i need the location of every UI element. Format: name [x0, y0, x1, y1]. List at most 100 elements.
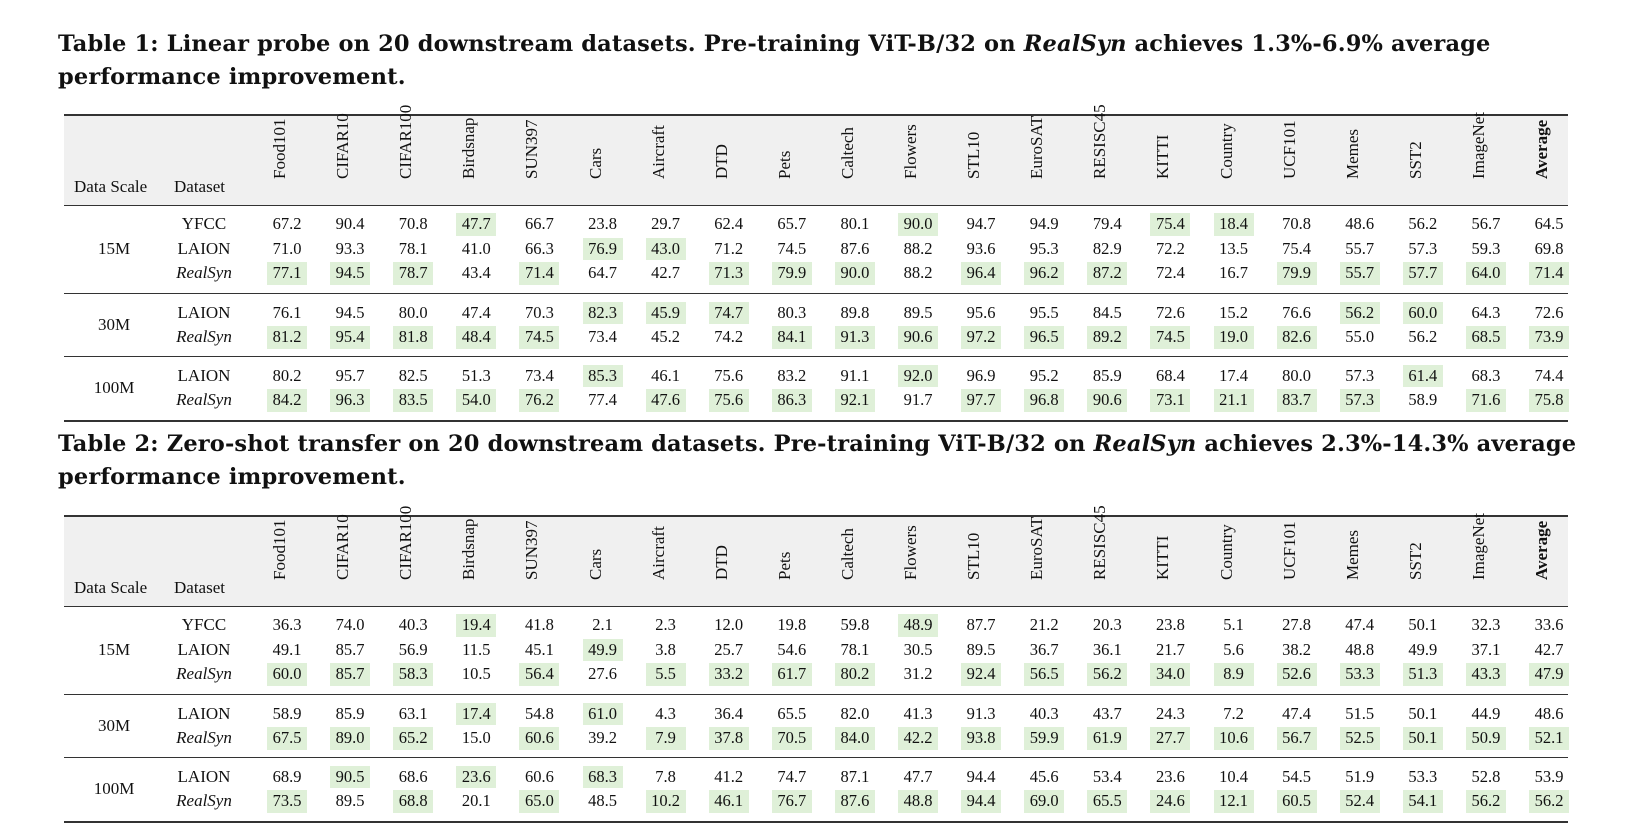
- table-cell: 56.2: [1408, 214, 1438, 233]
- table-row: LAION 58.9 85.9 63.1 17.4 54.8 61.0 4.3 36.4 65.5…: [64, 702, 1568, 727]
- table-cell: 94.5: [335, 302, 365, 322]
- column-header: SUN397: [517, 514, 547, 600]
- table-cell: 23.6: [456, 765, 497, 788]
- table-cell: 89.2: [1087, 326, 1128, 349]
- column-header: Memes: [1338, 113, 1368, 199]
- column-header-label: Country: [1216, 524, 1236, 580]
- table-cell: 36.4: [714, 703, 744, 723]
- table-cell: 92.0: [898, 364, 938, 387]
- table-cell: 71.4: [1529, 262, 1569, 285]
- table-cell: 48.4: [456, 326, 497, 349]
- column-header-label: UCF101: [1279, 521, 1299, 580]
- table-cell: 93.3: [335, 238, 365, 258]
- table-cell: 56.2: [1339, 301, 1380, 324]
- table-cell: 19.8: [777, 615, 807, 634]
- column-header-label: ImageNet: [1468, 111, 1488, 179]
- dataset-name: YFCC: [181, 214, 227, 233]
- table-cell: 74.5: [777, 238, 807, 258]
- column-header-label: Birdsnap: [459, 518, 479, 580]
- table-cell: 21.2: [1029, 615, 1059, 634]
- table-cell: 63.1: [398, 703, 428, 723]
- table-cell: 69.8: [1534, 238, 1564, 258]
- column-header-label: Aircraft: [648, 125, 668, 179]
- table-cell: 75.8: [1529, 389, 1569, 412]
- table-cell: 90.6: [898, 326, 938, 349]
- table-cell: 87.7: [966, 615, 996, 634]
- table-cell: 85.7: [335, 639, 365, 659]
- table-cell: 59.3: [1471, 238, 1501, 258]
- table-cell: 89.8: [840, 302, 870, 322]
- table-cell: 38.2: [1282, 639, 1312, 659]
- data-scale-label: 30M: [97, 315, 131, 334]
- table-cell: 91.3: [834, 326, 875, 349]
- table-cell: 94.4: [961, 790, 1002, 813]
- table-cell: 78.1: [840, 639, 870, 659]
- column-header: Average: [1527, 514, 1557, 600]
- table-cell: 92.1: [834, 389, 875, 412]
- dataset-name: RealSyn: [176, 728, 232, 747]
- column-header: Country: [1212, 113, 1242, 199]
- table-cell: 77.4: [588, 390, 617, 409]
- table-cell: 47.7: [903, 766, 933, 786]
- table-cell: 12.0: [714, 615, 744, 634]
- table-cell: 5.6: [1223, 639, 1244, 659]
- caption-italic: RealSyn: [1093, 431, 1197, 457]
- column-header: Flowers: [896, 113, 926, 199]
- table-cell: 89.5: [966, 639, 996, 659]
- column-header: SST2: [1401, 514, 1431, 600]
- table-cell: 85.3: [582, 364, 623, 387]
- column-header: Birdsnap: [454, 113, 484, 199]
- column-header-label: DTD: [711, 144, 731, 179]
- table-cell: 68.8: [393, 790, 434, 813]
- table-cell: 80.1: [840, 214, 870, 233]
- table-cell: 74.7: [708, 301, 749, 324]
- table-cell: 67.2: [272, 214, 302, 233]
- table-cell: 47.4: [1282, 703, 1312, 723]
- table-cell: 56.2: [1087, 663, 1128, 686]
- table-cell: 42.7: [651, 263, 681, 282]
- table-cell: 60.0: [1402, 301, 1443, 324]
- table-cell: 90.0: [834, 262, 875, 285]
- table-group: 15M YFCC 36.3 74.0 40.3 19.4 41.8 2.1 2.3 12.0 19.…: [64, 606, 1569, 694]
- table-cell: 84.1: [771, 326, 812, 349]
- table-cell: 44.9: [1471, 703, 1501, 723]
- column-header-label: CIFAR10: [333, 113, 353, 179]
- table-cell: 59.8: [840, 615, 870, 634]
- column-header-label: CIFAR100: [396, 104, 416, 179]
- table-cell: 50.1: [1408, 615, 1438, 634]
- table-cell: 61.7: [771, 663, 812, 686]
- table-cell: 68.4: [1155, 365, 1185, 385]
- column-header: Caltech: [833, 514, 863, 600]
- table-cell: 65.2: [393, 727, 434, 750]
- table-cell: 68.3: [1471, 365, 1501, 385]
- header-dataset: Dataset: [174, 578, 225, 597]
- column-header-label: Memes: [1342, 128, 1362, 179]
- table-row: RealSyn 60.0 85.7 58.3 10.5 56.4 27.6 5.5 33.2 61…: [64, 662, 1569, 687]
- table-row: YFCC 36.3 74.0 40.3 19.4 41.8 2.1 2.3 12.0 19.8 59…: [64, 613, 1568, 638]
- column-header: Pets: [770, 113, 800, 199]
- table-cell: 57.3: [1345, 365, 1375, 385]
- table-cell: 3.8: [655, 639, 676, 659]
- table-cell: 4.3: [655, 703, 676, 723]
- table-cell: 48.5: [588, 791, 617, 810]
- table-cell: 56.2: [1529, 790, 1569, 813]
- table-cell: 68.9: [272, 766, 302, 786]
- table-cell: 55.0: [1345, 327, 1375, 346]
- table-cell: 19.0: [1213, 326, 1254, 349]
- column-header: RESISC45: [1085, 505, 1115, 600]
- table-cell: 45.1: [524, 639, 554, 659]
- table-row: LAION 80.2 95.7 82.5 51.3 73.4 85.3 46.1 75.6 83.…: [64, 364, 1568, 389]
- table-cell: 60.0: [267, 663, 307, 686]
- table-row: LAION 71.0 93.3 78.1 41.0 66.3 76.9 43.0 71.2 74.…: [64, 237, 1568, 262]
- column-header-label: SUN397: [522, 119, 542, 179]
- column-header-label: EuroSAT: [1027, 115, 1047, 179]
- table-cell: 74.2: [714, 327, 744, 346]
- table-cell: 21.1: [1213, 389, 1254, 412]
- column-header-label: KITTI: [1153, 535, 1173, 580]
- table-cell: 95.3: [1029, 238, 1059, 258]
- table-cell: 13.5: [1219, 238, 1248, 258]
- table-cell: 93.8: [961, 727, 1002, 750]
- column-header: KITTI: [1148, 514, 1178, 600]
- table-cell: 70.3: [524, 302, 554, 322]
- table-cell: 72.2: [1155, 238, 1185, 258]
